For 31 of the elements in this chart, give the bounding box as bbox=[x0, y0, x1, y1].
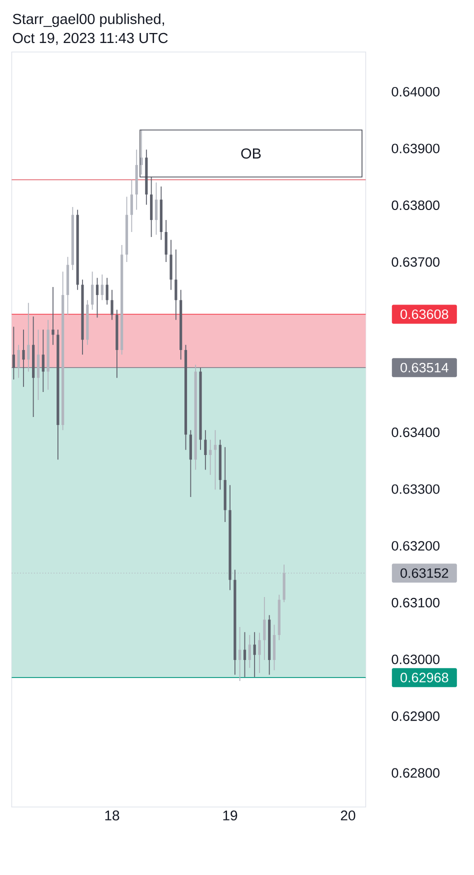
chart-subtitle: Oct 19, 2023 11:43 UTC bbox=[12, 32, 168, 45]
x-tick-label: 18 bbox=[105, 810, 120, 820]
y-tick-label: 0.63300 bbox=[392, 484, 440, 494]
candlestick bbox=[253, 632, 256, 678]
ref-line-label: 0.63152 bbox=[400, 568, 448, 578]
y-tick-label: 0.62900 bbox=[392, 711, 440, 721]
candlestick bbox=[52, 287, 54, 345]
y-tick-label: 0.63200 bbox=[392, 541, 440, 551]
candlestick bbox=[258, 632, 261, 674]
x-tick-label: 19 bbox=[223, 810, 238, 820]
candlestick bbox=[238, 627, 242, 681]
candlestick bbox=[140, 130, 143, 175]
annotation: OB bbox=[241, 148, 261, 159]
ref-line-label: 0.62968 bbox=[400, 672, 448, 682]
candlestick bbox=[110, 290, 114, 320]
y-tick-label: 0.63000 bbox=[392, 654, 440, 664]
ref-line-label: 0.63514 bbox=[400, 362, 448, 372]
y-tick-label: 0.63400 bbox=[392, 428, 440, 438]
ref-line-label: 0.63608 bbox=[400, 309, 448, 320]
y-tick-label: 0.64000 bbox=[392, 86, 440, 96]
candlestick bbox=[170, 240, 172, 290]
chart-title: Starr_gael00 published, bbox=[12, 13, 164, 28]
y-tick-label: 0.63700 bbox=[392, 257, 440, 267]
x-tick-label: 20 bbox=[340, 810, 356, 820]
candlestick bbox=[209, 440, 212, 475]
y-tick-label: 0.63900 bbox=[392, 144, 440, 154]
y-tick-label: 0.62800 bbox=[392, 768, 440, 778]
candlestick bbox=[27, 302, 30, 372]
y-tick-label: 0.63100 bbox=[392, 598, 440, 608]
y-tick-label: 0.63800 bbox=[392, 200, 440, 210]
candlestick bbox=[22, 330, 25, 387]
